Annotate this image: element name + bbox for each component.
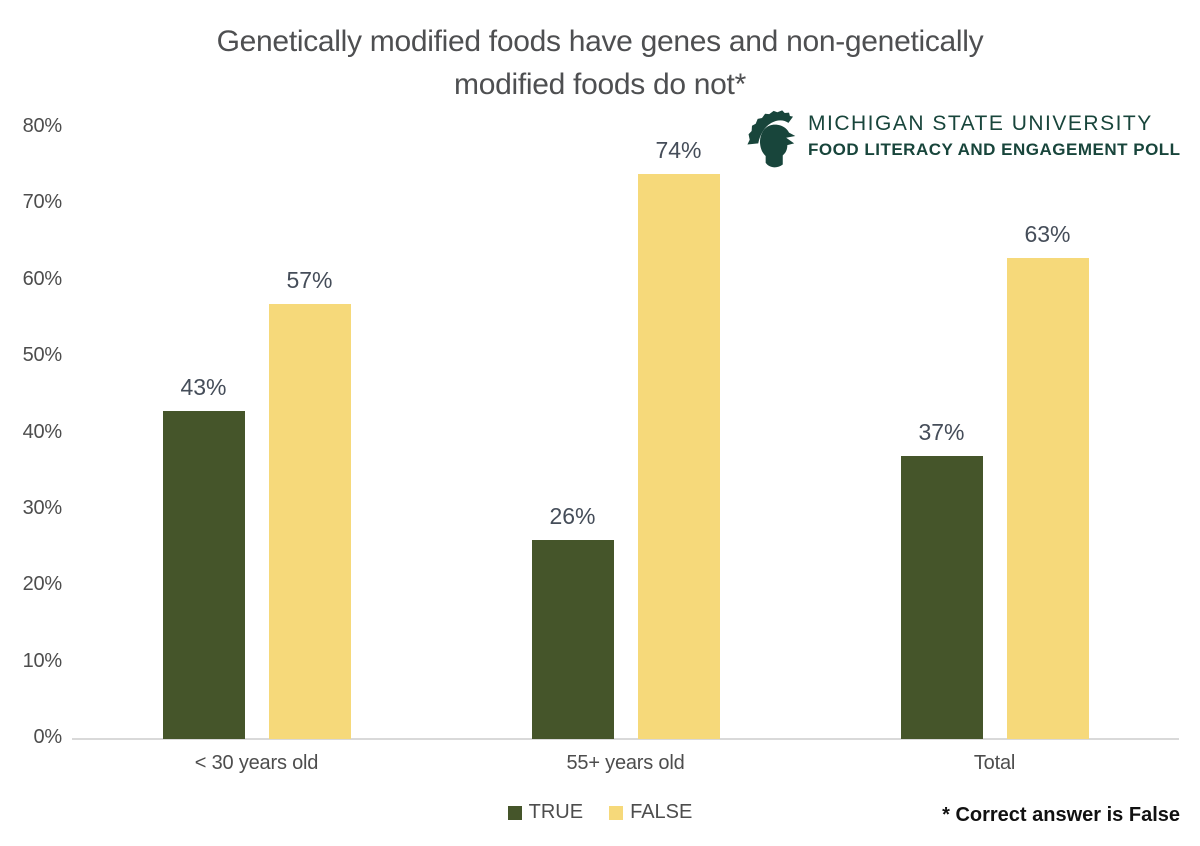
bar-true	[531, 540, 614, 739]
bar-true	[162, 410, 245, 739]
legend-swatch	[507, 805, 522, 820]
chart-title-line-1: Genetically modified foods have genes an…	[216, 25, 984, 58]
y-tick-label: 70%	[22, 191, 63, 214]
legend-swatch	[609, 805, 624, 820]
y-tick-label: 0%	[33, 726, 62, 748]
bar-value-label: 26%	[549, 503, 596, 530]
legend-item: FALSE	[609, 801, 692, 824]
msu-logo-text: MICHIGAN STATE UNIVERSITY FOOD LITERACY …	[808, 108, 1181, 160]
bar-false	[637, 173, 720, 739]
y-tick-label: 10%	[22, 649, 63, 672]
bar-true	[900, 456, 983, 739]
msu-spartan-helmet-icon	[747, 110, 796, 168]
x-axis-baseline	[72, 738, 1179, 740]
footnote: * Correct answer is False	[942, 804, 1180, 826]
x-category-label: Total	[973, 752, 1016, 774]
bar-false	[268, 303, 351, 739]
bar-value-label: 43%	[180, 373, 227, 400]
y-tick-label: 30%	[22, 496, 63, 519]
x-category-label: < 30 years old	[194, 752, 319, 774]
x-category-label: 55+ years old	[566, 752, 685, 774]
legend: TRUE FALSE	[0, 801, 1200, 824]
legend-label: FALSE	[630, 801, 693, 823]
bar-value-label: 74%	[655, 136, 702, 163]
y-tick-label: 40%	[22, 420, 63, 443]
legend-label: TRUE	[528, 801, 584, 823]
y-tick-label: 20%	[22, 573, 63, 596]
logo-university-name: MICHIGAN STATE UNIVERSITY	[808, 112, 1153, 135]
legend-item: TRUE	[507, 801, 584, 824]
bar-value-label: 37%	[918, 419, 965, 446]
bar-value-label: 63%	[1024, 220, 1071, 247]
chart-title-line-2: modified foods do not*	[454, 68, 746, 101]
y-tick-label: 50%	[22, 344, 63, 367]
logo-program-name: FOOD LITERACY AND ENGAGEMENT POLL	[808, 140, 1181, 159]
chart-title: Genetically modified foods have genes an…	[0, 20, 1200, 106]
bar-false	[1006, 257, 1089, 739]
y-tick-label: 80%	[22, 115, 63, 137]
y-tick-label: 60%	[22, 267, 63, 290]
bar-value-label: 57%	[286, 266, 333, 293]
msu-logo: MICHIGAN STATE UNIVERSITY FOOD LITERACY …	[744, 108, 1181, 172]
